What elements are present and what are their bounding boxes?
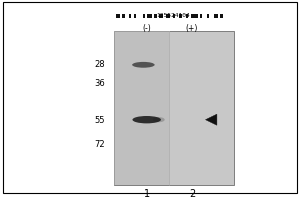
Bar bbox=[114, 31, 234, 185]
Ellipse shape bbox=[132, 62, 155, 68]
Text: 55: 55 bbox=[94, 116, 105, 125]
Bar bbox=[172, 14, 175, 18]
Text: 135524104: 135524104 bbox=[156, 13, 190, 18]
Bar bbox=[114, 31, 170, 185]
Bar bbox=[191, 14, 198, 18]
Bar bbox=[207, 14, 209, 18]
Polygon shape bbox=[206, 114, 217, 125]
Ellipse shape bbox=[133, 116, 161, 123]
Bar bbox=[122, 14, 124, 18]
Text: 28: 28 bbox=[94, 60, 105, 69]
Text: (-): (-) bbox=[142, 24, 151, 33]
Text: 1: 1 bbox=[144, 189, 150, 199]
Bar bbox=[154, 14, 157, 18]
Bar bbox=[143, 14, 145, 18]
Bar bbox=[186, 14, 188, 18]
Bar bbox=[179, 14, 182, 18]
Text: (+): (+) bbox=[185, 24, 197, 33]
Bar bbox=[159, 14, 164, 18]
Bar bbox=[134, 14, 136, 18]
Text: 72: 72 bbox=[94, 140, 105, 149]
Bar bbox=[214, 14, 218, 18]
Bar bbox=[116, 14, 120, 18]
Text: 36: 36 bbox=[94, 79, 105, 88]
Text: 2: 2 bbox=[189, 189, 195, 199]
Bar bbox=[166, 14, 170, 18]
Ellipse shape bbox=[153, 117, 165, 122]
Bar bbox=[129, 14, 131, 18]
Bar bbox=[147, 14, 152, 18]
Bar bbox=[200, 14, 202, 18]
Bar bbox=[220, 14, 223, 18]
